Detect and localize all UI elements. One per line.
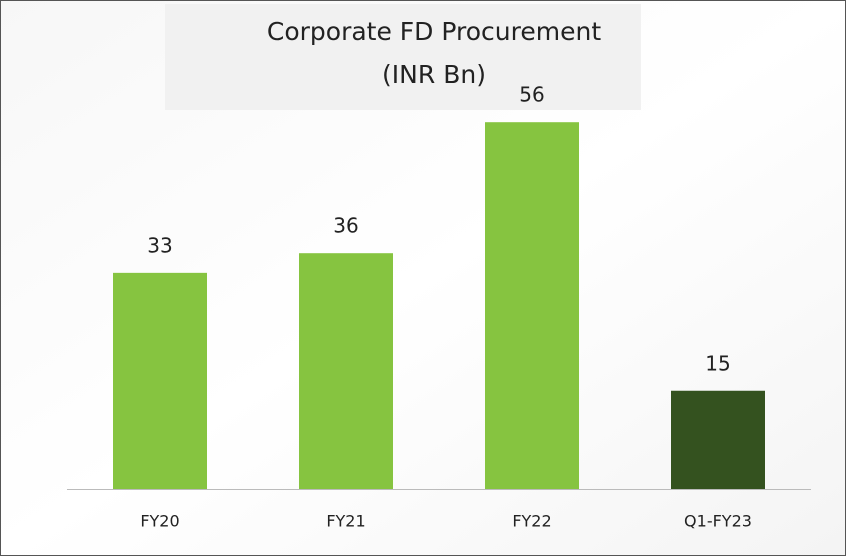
x-tick-label: Q1-FY23 (684, 512, 752, 531)
data-label: 15 (705, 351, 730, 375)
x-tick-label: FY20 (140, 512, 179, 531)
bar (299, 253, 393, 489)
bar (485, 122, 579, 489)
chart-subtitle: (INR Bn) (382, 60, 486, 89)
data-label: 36 (333, 214, 358, 238)
data-label: 33 (147, 233, 172, 257)
data-label: 56 (519, 83, 544, 107)
title-box (165, 4, 641, 110)
bar (671, 390, 765, 489)
x-tick-label: FY21 (326, 512, 365, 531)
bar (113, 272, 207, 489)
x-tick-label: FY22 (512, 512, 551, 531)
chart-title: Corporate FD Procurement (267, 17, 601, 46)
